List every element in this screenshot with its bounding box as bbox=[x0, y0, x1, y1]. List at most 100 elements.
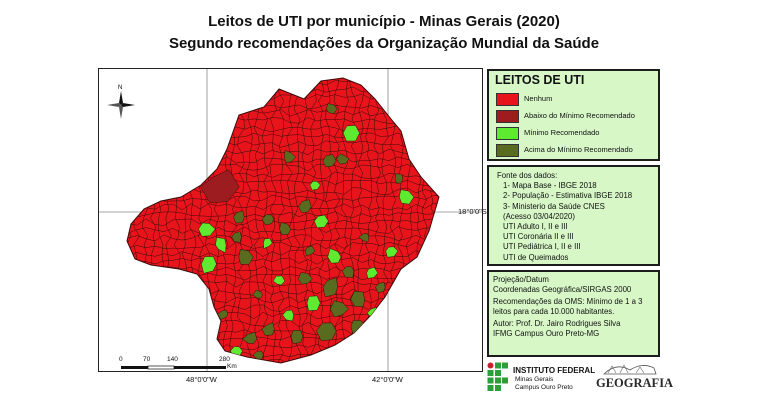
municipality-abaixo bbox=[200, 169, 240, 203]
municipality-acima bbox=[231, 231, 242, 243]
source-line: 2- População - Estimativa IBGE 2018 bbox=[503, 191, 633, 201]
author-line: Autor: Prof. Dr. Jairo Rodrigues Silva bbox=[493, 319, 621, 329]
legend-item-abaixo: Abaixo do Mínimo Recomendado bbox=[496, 110, 656, 123]
municipality-minimo bbox=[366, 267, 379, 279]
municipality-acima bbox=[350, 290, 365, 307]
legend-item-nenhum: Nenhum bbox=[496, 93, 656, 106]
municipality-border bbox=[127, 203, 439, 211]
geografia-logo: GEOGRAFIA bbox=[596, 360, 680, 394]
municipality-acima bbox=[252, 350, 264, 360]
source-line: (Acesso 03/04/2020) bbox=[503, 211, 575, 221]
municipality-minimo bbox=[313, 214, 329, 229]
legend: LEITOS DE UTI Nenhum Abaixo do Mínimo Re… bbox=[487, 69, 660, 161]
source-line: UTI Pediátrica I, II e III bbox=[503, 242, 581, 252]
municipality-acima bbox=[305, 245, 316, 256]
legend-label: Mínimo Recomendado bbox=[524, 128, 600, 137]
legend-label: Abaixo do Mínimo Recomendado bbox=[524, 111, 635, 120]
projection-line: Coordenadas Geográfica/SIRGAS 2000 bbox=[493, 284, 632, 294]
scale-bar bbox=[121, 365, 226, 370]
municipality-border bbox=[127, 265, 439, 273]
municipality-acima bbox=[242, 331, 258, 344]
scale-tick-70: 70 bbox=[143, 356, 151, 363]
lon-left-label: 48°0'0"W bbox=[186, 375, 217, 384]
legend-item-minimo: Mínimo Recomendado bbox=[496, 127, 656, 140]
source-line: 3- Ministerio da Saúde CNES bbox=[503, 201, 605, 211]
municipality-border bbox=[127, 241, 439, 250]
legend-swatch bbox=[496, 127, 519, 140]
municipality-minimo bbox=[198, 222, 216, 237]
author-line: IFMG Campus Ouro Preto-MG bbox=[493, 328, 600, 338]
municipality-border bbox=[309, 78, 317, 363]
municipality-border bbox=[127, 195, 439, 202]
scale-tick-280: 280 bbox=[219, 356, 230, 363]
source-line: UTI Adulto I, II e III bbox=[503, 222, 568, 232]
scale-unit: Km bbox=[227, 363, 237, 370]
municipality-minimo bbox=[282, 309, 295, 322]
map-title: Leitos de UTI por município - Minas Gera… bbox=[208, 13, 560, 30]
map-frame: N 0 70 140 280 Km bbox=[98, 68, 483, 372]
projection-line: Projeção/Datum bbox=[493, 275, 549, 284]
municipality-border bbox=[325, 78, 333, 363]
geografia-logo-icon: GEOGRAFIA bbox=[596, 364, 673, 390]
municipality-border bbox=[127, 234, 439, 242]
map-subtitle: Segundo recomendações da Organização Mun… bbox=[168, 35, 600, 52]
municipality-acima bbox=[375, 281, 386, 293]
scale-tick-140: 140 bbox=[167, 356, 178, 363]
municipality-minimo bbox=[306, 295, 321, 311]
municipality-minimo bbox=[399, 189, 415, 205]
source-line: UTI de Queimados bbox=[503, 252, 569, 262]
institute-campus: Campus Ouro Preto bbox=[515, 384, 573, 391]
municipality-acima bbox=[238, 248, 254, 265]
municipality-acima bbox=[322, 154, 337, 168]
municipality-minimo bbox=[309, 181, 321, 191]
municipality-border bbox=[245, 78, 253, 363]
municipality-border bbox=[293, 78, 301, 363]
municipality-minimo bbox=[327, 248, 342, 264]
municipality-minimo bbox=[272, 275, 286, 286]
municipality-acima bbox=[350, 320, 368, 335]
municipality-acima bbox=[394, 173, 404, 184]
municipality-acima bbox=[261, 214, 274, 226]
municipality-acima bbox=[261, 322, 275, 336]
source-line: 1- Mapa Base - IBGE 2018 bbox=[503, 181, 597, 191]
scale-tick-0: 0 bbox=[119, 356, 123, 363]
legend-label: Acima do Mínimo Recomendado bbox=[524, 145, 633, 154]
municipality-acima bbox=[341, 266, 355, 278]
legend-swatch bbox=[496, 144, 519, 157]
municipality-border bbox=[119, 71, 443, 78]
institute-name: INSTITUTO FEDERAL bbox=[513, 366, 596, 375]
municipality-border bbox=[127, 78, 439, 86]
legend-label: Nenhum bbox=[524, 94, 553, 103]
legend-swatch bbox=[496, 93, 519, 106]
municipality-minimo bbox=[342, 125, 360, 142]
municipality-acima bbox=[316, 322, 337, 342]
municipality-acima bbox=[297, 272, 313, 285]
legend-swatch bbox=[496, 110, 519, 123]
sources-heading: Fonte dos dados: bbox=[497, 171, 558, 180]
municipality-acima bbox=[233, 210, 245, 224]
municipality-border bbox=[277, 78, 285, 363]
municipality-minimo bbox=[263, 238, 273, 249]
municipality-border bbox=[437, 78, 439, 363]
municipality-acima bbox=[298, 199, 312, 213]
geografia-wordmark: GEOGRAFIA bbox=[596, 376, 673, 390]
source-line: UTI Coronária II e III bbox=[503, 232, 574, 242]
municipality-minimo bbox=[215, 237, 227, 254]
municipality-acima bbox=[279, 222, 292, 235]
municipality-border bbox=[269, 78, 277, 363]
municipality-border bbox=[446, 74, 452, 362]
recommendation-line: leitos para cada 10.000 habitantes. bbox=[493, 306, 615, 316]
municipality-acima bbox=[290, 330, 304, 344]
municipality-border bbox=[127, 78, 133, 363]
north-label: N bbox=[118, 85, 122, 91]
municipality-border bbox=[301, 78, 309, 363]
municipality-acima bbox=[217, 309, 229, 320]
municipality-acima bbox=[329, 300, 349, 318]
recommendation-line: Recomendações da OMS: Mínimo de 1 a 3 bbox=[493, 297, 643, 307]
municipality-minimo bbox=[201, 256, 217, 274]
municipality-acima bbox=[322, 277, 338, 298]
north-arrow-icon: N bbox=[107, 85, 135, 119]
lon-right-label: 42°0'0"W bbox=[372, 375, 403, 384]
municipality-border bbox=[118, 74, 124, 362]
legend-title: LEITOS DE UTI bbox=[495, 73, 585, 87]
